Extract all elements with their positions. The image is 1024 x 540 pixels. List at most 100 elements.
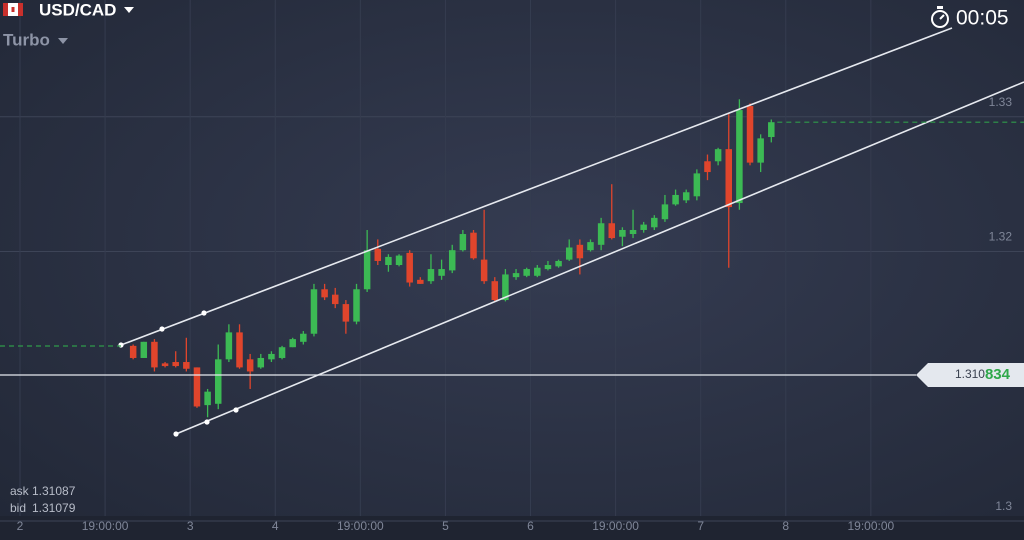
x-tick-label: 19:00:00 <box>82 519 129 533</box>
candle-body <box>236 332 243 368</box>
candle-body <box>704 161 711 173</box>
candle-body <box>502 274 509 301</box>
candle-body <box>417 279 424 284</box>
candle-body <box>651 217 658 228</box>
price-main: 1.310 <box>955 367 985 381</box>
candle-body <box>512 273 520 278</box>
bid-value: 1.31079 <box>32 501 76 515</box>
candle-body <box>427 269 435 282</box>
candle-body <box>470 232 477 259</box>
candle-body <box>161 363 169 367</box>
candle-body <box>353 289 360 322</box>
channel-handle[interactable] <box>173 431 179 437</box>
price-tag-label: 1.310834 <box>955 366 1011 383</box>
channel-handle[interactable] <box>159 326 165 332</box>
y-tick-label: 1.33 <box>989 95 1013 109</box>
candle-body <box>395 255 403 266</box>
candle-body <box>576 244 584 259</box>
candle-body <box>672 194 679 205</box>
price-tag <box>916 363 1024 388</box>
candle-body <box>448 250 456 271</box>
stopwatch-hand <box>939 14 945 20</box>
candle-body <box>544 265 552 270</box>
flag-icon-leaf <box>11 7 15 12</box>
candle-body <box>523 269 530 276</box>
channel-handle[interactable] <box>201 310 207 316</box>
candle-body <box>246 359 254 372</box>
candle-body <box>587 242 594 251</box>
candle-body <box>193 367 201 407</box>
time-axis-band <box>0 516 1024 540</box>
x-tick-label: 19:00:00 <box>592 519 639 533</box>
candle-body <box>172 362 179 367</box>
candle-body <box>491 281 499 301</box>
x-tick-label: 3 <box>187 519 194 533</box>
candle-body <box>682 192 690 201</box>
channel-handle[interactable] <box>204 419 210 425</box>
candles <box>129 99 775 418</box>
y-tick-label: 1.32 <box>989 230 1013 244</box>
candle-body <box>640 224 647 230</box>
x-tick-label: 7 <box>697 519 704 533</box>
candle-body <box>289 339 296 348</box>
ask-value: 1.31087 <box>32 484 76 498</box>
x-tick-label: 19:00:00 <box>337 519 384 533</box>
candle-body <box>619 229 626 237</box>
candle-body <box>225 332 233 360</box>
candle-body <box>278 347 286 358</box>
candle-body <box>459 234 467 251</box>
channel-handle[interactable] <box>233 407 239 413</box>
candle-body <box>555 260 562 267</box>
candle-body <box>736 110 743 204</box>
candle-body <box>725 149 733 208</box>
candle-body <box>746 106 754 163</box>
x-tick-label: 4 <box>272 519 279 533</box>
timer-value: 00:05 <box>956 7 1009 30</box>
candle-body <box>438 269 445 276</box>
asset-selector[interactable]: USD/CAD <box>3 0 134 19</box>
channel-handle[interactable] <box>118 342 124 348</box>
candle-body <box>363 250 371 290</box>
candle-body <box>374 248 382 261</box>
x-tick-label: 19:00:00 <box>847 519 894 533</box>
candle-body <box>183 362 190 369</box>
timer: 00:05 <box>931 6 1009 30</box>
candle-body <box>140 341 148 358</box>
bid-label: bid <box>10 501 26 515</box>
candle-body <box>129 345 137 358</box>
channel-upper-line <box>120 27 953 346</box>
candle-body <box>768 122 775 138</box>
mode-name: Turbo <box>3 30 50 49</box>
candle-body <box>534 267 541 276</box>
candle-body <box>608 223 616 239</box>
candle-body <box>310 289 318 334</box>
candle-body <box>565 247 573 260</box>
candle-body <box>204 391 211 406</box>
candle-body <box>480 259 488 282</box>
candle-body <box>257 357 265 368</box>
x-tick-label: 2 <box>17 519 24 533</box>
candle-body <box>342 304 350 322</box>
quotes: ask 1.31087 bid 1.31079 <box>10 484 76 515</box>
price-overlay: 1.310834 <box>0 121 1024 388</box>
candle-body <box>300 333 307 342</box>
asset-name: USD/CAD <box>39 0 116 19</box>
candle-body <box>321 289 328 298</box>
candle-body <box>597 223 605 245</box>
stopwatch-crown <box>937 6 943 9</box>
stopwatch-icon <box>931 10 949 28</box>
x-tick-label: 6 <box>527 519 534 533</box>
x-tick-label: 5 <box>442 519 449 533</box>
candle-body <box>151 341 158 368</box>
y-tick-label: 1.3 <box>995 499 1012 513</box>
dropdown-caret <box>124 7 134 13</box>
candle-body <box>629 229 637 235</box>
x-tick-label: 8 <box>782 519 789 533</box>
candle-body <box>661 204 669 220</box>
candle-body <box>331 294 339 305</box>
candle-body <box>268 353 275 360</box>
mode-selector[interactable]: Turbo <box>3 30 68 49</box>
